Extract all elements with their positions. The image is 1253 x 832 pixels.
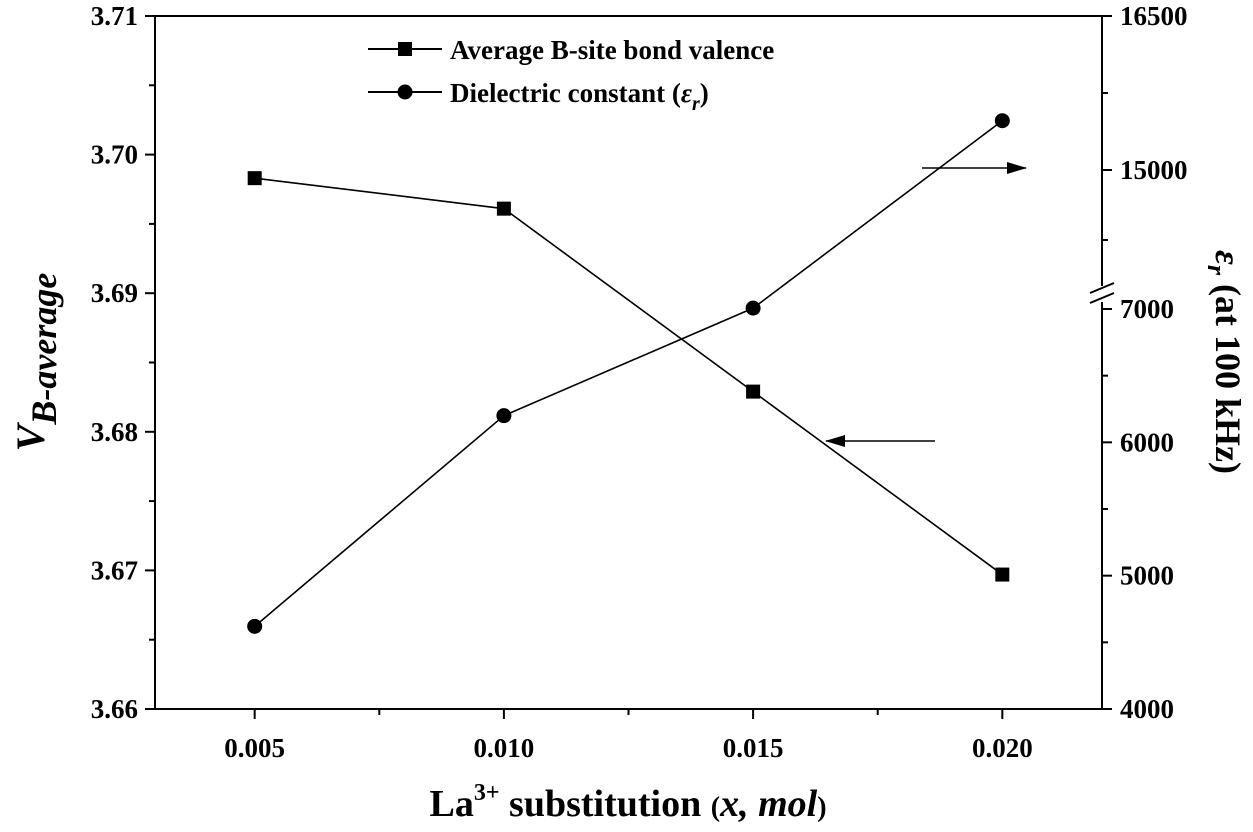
- data-point-dielectric: [247, 618, 263, 634]
- series-line-bond-valence: [254, 177, 1003, 576]
- right-tick-label: 15000: [1120, 155, 1188, 185]
- left-axis-ticks: 3.66 3.67 3.68 3.69 3.70 3.71: [91, 1, 155, 724]
- right-axis-title: εr (at 100 kHz): [1202, 250, 1248, 474]
- series-line-dielectric: [254, 120, 1003, 627]
- legend-label-dielectric: Dielectric constant (εr): [450, 78, 709, 115]
- data-point-bond-valence: [995, 567, 1010, 582]
- left-tick-label: 3.66: [91, 694, 138, 724]
- legend-label-bond-valence: Average B-site bond valence: [450, 35, 774, 65]
- left-tick-label: 3.70: [91, 140, 138, 170]
- axis-break-marks: [1089, 282, 1115, 304]
- data-point-bond-valence: [247, 171, 262, 186]
- right-axis-ticks: 4000 5000 6000 7000 15000 16500: [1102, 1, 1188, 724]
- data-point-bond-valence: [496, 201, 511, 216]
- left-tick-label: 3.71: [91, 1, 138, 31]
- legend-item-bond-valence: Average B-site bond valence: [368, 35, 774, 65]
- x-tick-label: 0.020: [972, 733, 1033, 763]
- legend-item-dielectric: Dielectric constant (εr): [368, 78, 709, 115]
- left-tick-label: 3.68: [91, 417, 138, 447]
- right-tick-label: 7000: [1120, 294, 1174, 324]
- bottom-axis-ticks: 0.005 0.010 0.015 0.020: [224, 709, 1033, 763]
- series-layer: [247, 113, 1010, 634]
- right-tick-label: 5000: [1120, 561, 1174, 591]
- x-tick-label: 0.005: [224, 733, 285, 763]
- data-point-dielectric: [994, 113, 1010, 129]
- left-tick-label: 3.67: [91, 555, 138, 585]
- right-tick-label: 16500: [1120, 1, 1188, 31]
- data-point-dielectric: [496, 408, 512, 424]
- x-tick-label: 0.015: [723, 733, 784, 763]
- right-tick-label: 6000: [1120, 427, 1174, 457]
- legend: Average B-site bond valence Dielectric c…: [368, 35, 774, 115]
- legend-circle-marker: [397, 84, 413, 100]
- x-axis-title: La3+ substitution (x, mol): [429, 780, 826, 825]
- right-tick-label: 4000: [1120, 694, 1174, 724]
- data-point-bond-valence: [746, 384, 761, 399]
- data-point-dielectric: [745, 300, 761, 316]
- left-axis-title: VB-average: [8, 273, 64, 452]
- legend-square-marker: [398, 42, 412, 56]
- x-tick-label: 0.010: [474, 733, 535, 763]
- left-tick-label: 3.69: [91, 278, 138, 308]
